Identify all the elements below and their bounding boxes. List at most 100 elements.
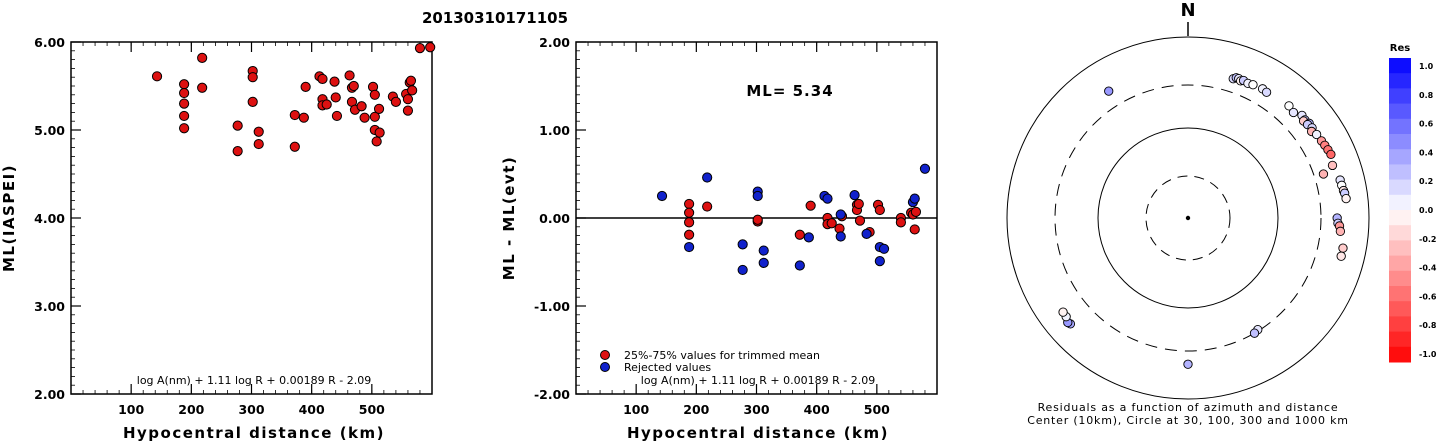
y-axis-label: ML - ML(evt): [500, 156, 518, 280]
data-point: [895, 217, 907, 228]
ring-300km: [1054, 84, 1322, 352]
data-point: [179, 79, 190, 90]
x-tick-label: 200: [683, 402, 709, 417]
residual-colorbar: Res 1.0 0.8 0.6 0.4 0.2 0.0 -0.2 -0.4 -0.6 -0.8 -1…: [1389, 43, 1437, 363]
data-point: [197, 52, 208, 63]
data-points: [1058, 73, 1351, 369]
data-point: [909, 193, 920, 204]
data-point: [758, 257, 769, 268]
y-axis-label: ML(IASPEI): [0, 164, 18, 272]
data-point: [684, 217, 695, 228]
residual-point: [1341, 193, 1351, 204]
x-tick-label: 300: [743, 402, 769, 417]
data-point: [805, 200, 816, 211]
data-point: [794, 260, 805, 271]
data-point: [684, 198, 695, 210]
data-point: [289, 141, 300, 152]
colorbar-ticks: 1.0 0.8 0.6 0.4 0.2 0.0 -0.2 -0.4 -0.6 -0.8 -1.0: [1419, 62, 1437, 359]
y-tick-label: 4.00: [34, 211, 65, 226]
data-point: [179, 123, 190, 134]
residual-point: [1288, 107, 1299, 118]
data-point: [874, 256, 885, 267]
x-tick-label: 500: [359, 402, 385, 417]
x-axis-label: Hypocentral distance (km): [627, 424, 889, 441]
ring-1000km: [1006, 36, 1370, 400]
epicenter-dot: [1185, 215, 1191, 221]
residual-point: [1336, 251, 1346, 261]
colorbar-cell: [1389, 103, 1411, 120]
data-points: [151, 42, 436, 157]
ring-100km: [1097, 127, 1279, 309]
residual-point: [1248, 80, 1258, 90]
data-point: [684, 207, 695, 218]
data-point: [878, 243, 890, 254]
data-point: [179, 98, 190, 109]
colorbar-tick-label: 0.8: [1419, 91, 1434, 100]
data-point: [330, 92, 341, 103]
colorbar-cell: [1389, 270, 1411, 287]
x-tick-label: 400: [804, 402, 830, 417]
data-point: [179, 110, 190, 122]
x-tick-label: 500: [864, 402, 890, 417]
y-axis: 2.00 3.00 4.00 5.00 6.00: [34, 35, 81, 402]
legend-marker-trimmed: [600, 350, 610, 360]
data-point: [874, 204, 885, 216]
data-point: [300, 81, 311, 92]
x-tick-label: 100: [623, 402, 649, 417]
colorbar-cell: [1389, 88, 1411, 105]
colorbar-tick-label: 0.4: [1419, 148, 1434, 157]
data-point: [803, 232, 814, 243]
data-point: [331, 110, 343, 122]
y-tick-label: 2.00: [34, 387, 65, 402]
residual-point: [1261, 87, 1272, 97]
data-point: [684, 229, 695, 240]
data-point: [247, 72, 258, 83]
colorbar-cell: [1389, 286, 1411, 302]
data-point: [861, 228, 872, 239]
ml-annotation: ML= 5.34: [746, 82, 833, 100]
y-tick-label: 2.00: [539, 35, 570, 50]
residual-point: [1335, 226, 1346, 236]
figure-title: 20130310171105: [422, 9, 568, 27]
data-point: [253, 126, 264, 137]
caption-line-1: Residuals as a function of azimuth and d…: [1038, 401, 1339, 414]
colorbar-cell: [1389, 255, 1411, 272]
formula-label: log A(nm) + 1.11 log R + 0.00189 R - 2.0…: [641, 374, 875, 387]
colorbar-cell: [1389, 316, 1411, 333]
colorbar-cell: [1389, 73, 1411, 89]
y-tick-label: 3.00: [34, 299, 65, 314]
data-point: [390, 96, 401, 107]
colorbar-cell: [1389, 134, 1411, 150]
colorbar-tick-label: -1.0: [1419, 350, 1437, 359]
data-point: [371, 136, 382, 147]
data-point: [197, 82, 208, 93]
x-axis-label: Hypocentral distance (km): [123, 424, 385, 441]
data-point: [752, 214, 763, 225]
data-point: [854, 215, 866, 226]
legend-label-trimmed: 25%-75% values for trimmed mean: [624, 349, 820, 362]
data-point: [321, 99, 332, 110]
residual-point: [1284, 101, 1294, 111]
data-point: [298, 112, 309, 123]
residual-point: [1058, 307, 1068, 317]
data-point: [737, 264, 748, 276]
colorbar-tick-label: -0.6: [1419, 292, 1437, 301]
residual-point: [1104, 86, 1114, 96]
data-point: [835, 231, 846, 242]
x-tick-label: 100: [118, 402, 144, 417]
x-axis: 100 200 300 400 500: [587, 42, 926, 417]
data-point: [232, 146, 243, 157]
residual-point: [1183, 359, 1193, 369]
colorbar-tick-label: -0.4: [1419, 264, 1437, 273]
formula-label: log A(nm) + 1.11 log R + 0.00189 R - 2.0…: [137, 374, 371, 387]
data-point: [344, 70, 355, 81]
x-tick-label: 300: [238, 402, 264, 417]
data-point: [359, 112, 370, 123]
panel-residual-vs-distance: -2.00 -1.00 0.00 1.00 2.00 100 200 300 400 500 M…: [500, 35, 938, 442]
panel-azimuth-residuals: N Residuals as a function of azimuth and…: [1006, 0, 1370, 427]
y-tick-label: 6.00: [34, 35, 65, 50]
data-point: [405, 75, 417, 86]
data-point: [656, 190, 668, 202]
